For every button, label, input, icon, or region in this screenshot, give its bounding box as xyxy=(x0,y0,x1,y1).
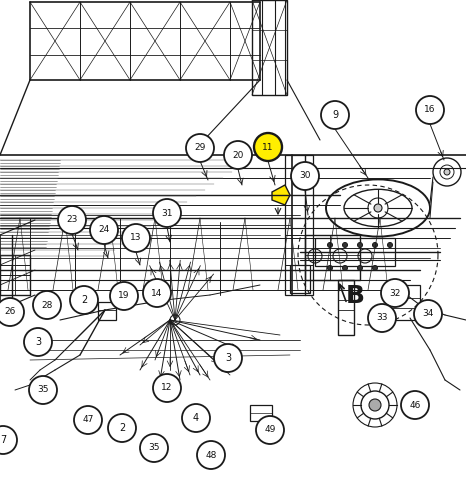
Circle shape xyxy=(343,243,348,248)
Circle shape xyxy=(90,216,118,244)
Text: 11: 11 xyxy=(262,142,274,151)
Bar xyxy=(98,302,116,320)
Circle shape xyxy=(328,243,333,248)
Circle shape xyxy=(153,199,181,227)
Circle shape xyxy=(0,426,17,454)
Circle shape xyxy=(401,391,429,419)
Circle shape xyxy=(33,291,61,319)
Bar xyxy=(290,265,310,293)
Text: 14: 14 xyxy=(151,289,163,298)
Circle shape xyxy=(254,133,282,161)
Circle shape xyxy=(58,206,86,234)
Text: 48: 48 xyxy=(206,450,217,459)
Text: 49: 49 xyxy=(264,426,276,434)
Bar xyxy=(285,155,313,295)
Circle shape xyxy=(153,374,181,402)
Text: 4: 4 xyxy=(193,413,199,423)
Circle shape xyxy=(416,96,444,124)
Circle shape xyxy=(74,406,102,434)
Text: 30: 30 xyxy=(299,172,311,181)
Text: 35: 35 xyxy=(37,385,49,394)
Circle shape xyxy=(343,265,348,270)
Circle shape xyxy=(357,243,363,248)
Circle shape xyxy=(321,101,349,129)
Text: 2: 2 xyxy=(81,295,87,305)
Circle shape xyxy=(224,141,252,169)
Bar xyxy=(338,280,354,335)
Circle shape xyxy=(0,298,24,326)
Text: 13: 13 xyxy=(130,234,142,243)
Text: 19: 19 xyxy=(118,292,130,301)
Circle shape xyxy=(110,282,138,310)
Bar xyxy=(315,238,395,266)
Circle shape xyxy=(140,434,168,462)
Text: 9: 9 xyxy=(332,110,338,120)
Circle shape xyxy=(388,243,392,248)
Text: 24: 24 xyxy=(98,226,110,235)
Text: 23: 23 xyxy=(66,215,78,225)
Text: B: B xyxy=(345,284,364,308)
Circle shape xyxy=(182,404,210,432)
Circle shape xyxy=(29,376,57,404)
Text: 33: 33 xyxy=(376,313,388,322)
Circle shape xyxy=(122,224,150,252)
Circle shape xyxy=(372,243,377,248)
Circle shape xyxy=(328,265,333,270)
Text: 12: 12 xyxy=(161,383,173,392)
Text: 26: 26 xyxy=(4,308,16,316)
Text: 32: 32 xyxy=(389,289,401,298)
Circle shape xyxy=(256,416,284,444)
Text: 3: 3 xyxy=(225,353,231,363)
Text: 3: 3 xyxy=(35,337,41,347)
Circle shape xyxy=(197,441,225,469)
Text: 16: 16 xyxy=(424,106,436,115)
Text: 7: 7 xyxy=(0,435,6,445)
Text: 20: 20 xyxy=(233,150,244,160)
Text: 35: 35 xyxy=(148,443,160,452)
Circle shape xyxy=(214,344,242,372)
Circle shape xyxy=(143,279,171,307)
Bar xyxy=(0,255,30,295)
Circle shape xyxy=(24,328,52,356)
Circle shape xyxy=(186,134,214,162)
Bar xyxy=(305,235,360,280)
Circle shape xyxy=(444,169,450,175)
Circle shape xyxy=(368,304,396,332)
Bar xyxy=(390,285,420,320)
Circle shape xyxy=(291,162,319,190)
Bar xyxy=(252,0,287,95)
Text: 31: 31 xyxy=(161,208,173,218)
Text: 46: 46 xyxy=(409,400,421,410)
Circle shape xyxy=(372,265,377,270)
Circle shape xyxy=(374,204,382,212)
Circle shape xyxy=(381,279,409,307)
Circle shape xyxy=(108,414,136,442)
Text: 2: 2 xyxy=(119,423,125,433)
Text: 34: 34 xyxy=(422,310,434,318)
Text: 29: 29 xyxy=(194,143,206,152)
Circle shape xyxy=(414,300,442,328)
Text: 28: 28 xyxy=(41,301,53,310)
Bar xyxy=(250,405,272,421)
Circle shape xyxy=(369,399,381,411)
Text: 47: 47 xyxy=(82,416,94,425)
Circle shape xyxy=(357,265,363,270)
Circle shape xyxy=(70,286,98,314)
Polygon shape xyxy=(272,185,290,205)
